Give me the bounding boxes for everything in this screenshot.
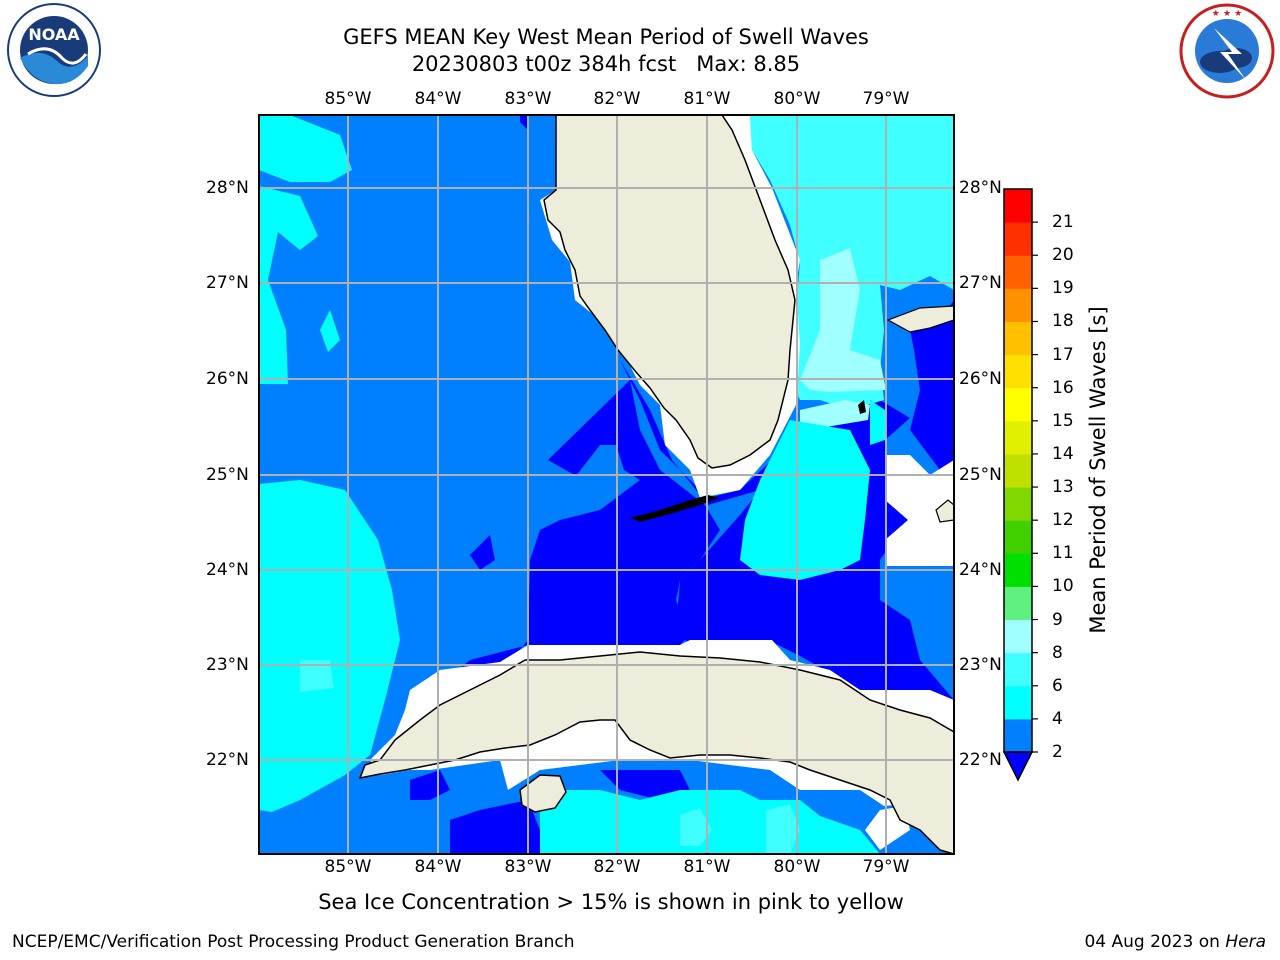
colorbar-segment (1004, 586, 1032, 621)
nws-logo: ★ ★ ★ (1179, 3, 1275, 99)
colorbar-segment (1004, 354, 1032, 389)
colorbar-segment (1004, 288, 1032, 322)
title-line-2: 20230803 t00z 384h fcst Max: 8.85 (411, 52, 801, 76)
colorbar-segment (1004, 553, 1032, 587)
lon-label-top: 83°W (504, 89, 552, 109)
colorbar-segment (1004, 685, 1032, 720)
lon-label-top: 79°W (862, 89, 910, 109)
colorbar-segment (1004, 487, 1032, 521)
colorbar (1002, 188, 1038, 782)
colorbar-segment (1004, 453, 1032, 488)
lat-label-right: 22°N (959, 750, 1002, 770)
colorbar-tick-label: 14 (1052, 443, 1074, 464)
colorbar-segment (1004, 222, 1032, 256)
sea-ice-note: Sea Ice Concentration > 15% is shown in … (318, 890, 904, 914)
graticule (259, 115, 954, 854)
colorbar-tick-label: 17 (1052, 344, 1074, 365)
colorbar-tick-label: 13 (1052, 477, 1074, 498)
lon-label-top: 84°W (414, 89, 462, 109)
map-fill (259, 115, 954, 854)
lon-label-bottom: 83°W (504, 857, 552, 877)
colorbar-segment (1004, 520, 1032, 554)
map-frame (258, 114, 955, 855)
colorbar-tick-label: 15 (1052, 410, 1074, 431)
lon-label-bottom: 81°W (683, 857, 731, 877)
lat-label-left: 23°N (206, 655, 249, 675)
colorbar-tick-label: 2 (1052, 742, 1063, 762)
lon-label-bottom: 85°W (324, 857, 372, 877)
colorbar-tick-label: 19 (1052, 278, 1074, 299)
colorbar-segment (1004, 619, 1032, 654)
isla-juventud (519, 774, 567, 813)
host-name: Hera (1225, 932, 1266, 952)
lat-label-right: 27°N (959, 273, 1002, 293)
lon-label-bottom: 80°W (773, 857, 821, 877)
lat-label-left: 28°N (206, 178, 249, 198)
cuba-land (358, 651, 954, 854)
lat-label-right: 23°N (959, 655, 1002, 675)
credit-text: NCEP/EMC/Verification Post Processing Pr… (12, 932, 575, 952)
colorbar-tick-label: 8 (1052, 642, 1063, 663)
title-line-1: GEFS MEAN Key West Mean Period of Swell … (343, 25, 869, 49)
colorbar-segment (1004, 652, 1032, 687)
colorbar-under-arrow (1002, 751, 1034, 782)
colorbar-tick-label: 12 (1052, 510, 1074, 531)
lat-label-right: 24°N (959, 560, 1002, 580)
lon-label-top: 81°W (683, 89, 731, 109)
colorbar-tick-label: 20 (1052, 245, 1074, 266)
colorbar-segment (1004, 321, 1032, 356)
colorbar-tick-label: 21 (1052, 212, 1074, 233)
lon-label-bottom: 82°W (593, 857, 641, 877)
date-stamp: 04 Aug 2023 on Hera (1084, 932, 1266, 952)
ocean-4-6s-nw (259, 115, 352, 182)
colorbar-frame (1003, 188, 1033, 753)
lat-label-left: 25°N (206, 465, 249, 485)
colorbar-segment (1004, 255, 1032, 289)
lat-label-left: 24°N (206, 560, 249, 580)
ocean-4-6s-sw (259, 480, 400, 812)
lat-label-right: 25°N (959, 465, 1002, 485)
lat-label-left: 22°N (206, 750, 249, 770)
no-data-bahamas (885, 455, 954, 566)
colorbar-segment (1004, 718, 1032, 753)
ocean-4-6s-west (259, 186, 318, 384)
lat-label-left: 26°N (206, 369, 249, 389)
noaa-logo: NOAA (7, 3, 101, 97)
date-text: 04 Aug 2023 on (1084, 932, 1220, 952)
colorbar-segment (1004, 420, 1032, 455)
noaa-logo-text: NOAA (28, 25, 80, 44)
lon-label-bottom: 79°W (862, 857, 910, 877)
lat-label-left: 27°N (206, 273, 249, 293)
lat-label-right: 28°N (959, 178, 1002, 198)
colorbar-tick-label: 16 (1052, 377, 1074, 398)
svg-text:★ ★ ★: ★ ★ ★ (1212, 9, 1242, 19)
chart-title: GEFS MEAN Key West Mean Period of Swell … (256, 24, 956, 78)
florida-keys (630, 495, 720, 522)
colorbar-tick-label: 6 (1052, 675, 1063, 696)
colorbar-segment (1004, 387, 1032, 422)
colorbar-tick-label: 18 (1052, 311, 1074, 332)
colorbar-tick-label: 9 (1052, 609, 1063, 630)
colorbar-tick-label: 10 (1052, 576, 1074, 597)
lon-label-top: 85°W (324, 89, 372, 109)
ocean-4-6s-straits (740, 420, 870, 580)
lon-label-top: 80°W (773, 89, 821, 109)
colorbar-title: Mean Period of Swell Waves [s] (1086, 306, 1110, 634)
colorbar-tick-label: 11 (1052, 543, 1074, 564)
bahamas-land (886, 305, 954, 333)
colorbar-segment (1004, 189, 1032, 223)
colorbar-tick-label: 4 (1052, 708, 1063, 729)
lat-label-right: 26°N (959, 369, 1002, 389)
lon-label-top: 82°W (593, 89, 641, 109)
lon-label-bottom: 84°W (414, 857, 462, 877)
